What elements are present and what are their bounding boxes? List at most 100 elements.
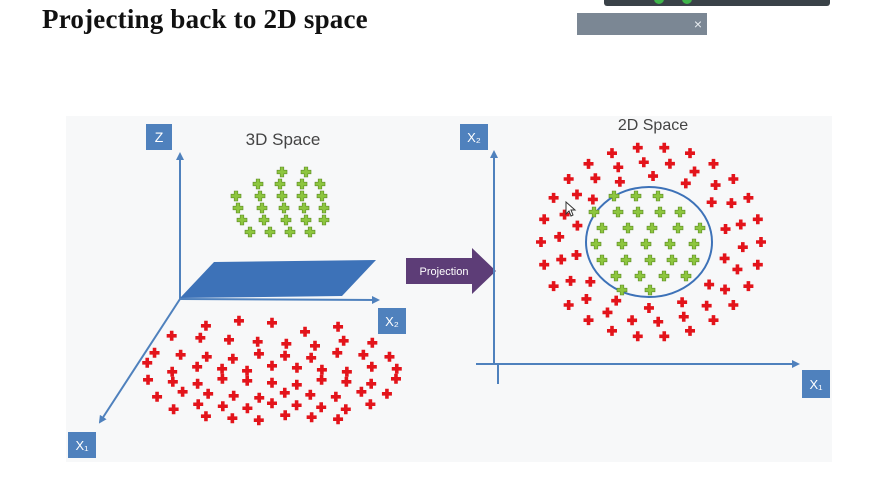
red-marker	[167, 376, 178, 387]
red-marker	[606, 148, 617, 159]
red-marker	[632, 142, 643, 153]
green-marker	[616, 284, 628, 296]
red-marker	[341, 376, 352, 387]
green-marker	[588, 206, 600, 218]
red-marker	[638, 157, 649, 168]
red-marker	[267, 317, 277, 328]
red-marker	[611, 295, 622, 306]
green-marker	[314, 178, 326, 190]
red-marker	[554, 231, 565, 242]
green-marker	[616, 238, 628, 250]
red-marker	[735, 219, 746, 230]
x1-axis-label-3d: X₁	[75, 438, 89, 453]
green-marker	[644, 284, 656, 296]
green-marker	[232, 202, 244, 214]
red-marker	[390, 373, 401, 384]
red-marker	[224, 334, 235, 345]
red-marker	[583, 315, 594, 326]
red-marker	[306, 412, 317, 423]
green-marker	[304, 226, 316, 238]
red-marker	[330, 391, 341, 402]
green-marker	[276, 190, 288, 202]
close-icon[interactable]: ×	[693, 16, 702, 32]
green-marker	[610, 270, 622, 282]
red-marker	[242, 403, 253, 414]
red-marker	[732, 264, 743, 275]
red-marker	[316, 364, 327, 375]
overlay-toolbar	[604, 0, 830, 6]
red-marker	[252, 336, 263, 347]
green-marker	[254, 190, 266, 202]
red-marker	[253, 348, 264, 359]
red-marker	[366, 378, 377, 389]
red-marker	[706, 197, 717, 208]
z-axis-label: Z	[155, 129, 164, 145]
green-marker	[664, 238, 676, 250]
red-marker	[583, 158, 594, 169]
red-marker	[664, 158, 675, 169]
red-marker	[267, 360, 277, 371]
red-marker	[708, 315, 719, 326]
red-cluster-3d	[142, 315, 402, 426]
x1-axis-label-2d: X₁	[809, 377, 823, 392]
green-marker	[298, 202, 310, 214]
x2-axis-label-box-3d	[378, 308, 406, 334]
red-marker	[306, 352, 317, 363]
red-marker	[316, 402, 327, 413]
green-marker	[274, 178, 286, 190]
red-marker	[203, 388, 214, 399]
red-marker	[737, 242, 748, 253]
red-marker	[367, 337, 378, 348]
green-marker	[596, 222, 608, 234]
red-marker	[200, 411, 211, 422]
red-marker	[166, 330, 177, 341]
red-marker	[253, 415, 264, 426]
green-marker	[284, 226, 296, 238]
red-marker	[585, 276, 596, 287]
x1-axis-line-3d	[98, 298, 181, 424]
red-marker	[743, 192, 754, 203]
green-marker	[694, 222, 706, 234]
red-marker	[227, 353, 238, 364]
red-marker	[152, 391, 163, 402]
red-marker	[590, 173, 601, 184]
red-marker	[280, 410, 291, 421]
red-marker	[704, 279, 715, 290]
green-marker	[658, 270, 670, 282]
red-marker	[233, 315, 244, 326]
red-marker	[571, 249, 582, 260]
red-marker	[581, 293, 592, 304]
green-marker	[646, 222, 658, 234]
red-marker	[356, 386, 367, 397]
red-marker	[309, 340, 320, 351]
red-marker	[366, 361, 377, 372]
red-marker	[242, 365, 253, 376]
x1-axis-label-box-3d	[68, 432, 96, 458]
green-marker	[688, 254, 700, 266]
green-marker	[300, 166, 312, 178]
green-points-2d	[588, 190, 706, 296]
red-marker	[701, 300, 712, 311]
z-axis-label-box	[146, 124, 172, 150]
green-marker	[318, 202, 330, 214]
red-marker	[168, 404, 179, 415]
red-marker	[539, 214, 550, 225]
red-marker	[539, 259, 550, 270]
red-marker	[685, 148, 696, 159]
red-marker	[332, 347, 343, 358]
indicator-dot	[682, 0, 692, 4]
red-marker	[291, 362, 302, 373]
red-marker	[280, 350, 291, 361]
red-points-2d	[536, 142, 766, 342]
red-marker	[752, 259, 763, 270]
red-marker	[548, 281, 559, 292]
red-marker	[142, 357, 153, 368]
projection-arrow	[406, 248, 496, 294]
red-marker	[556, 254, 567, 265]
indicator-dot	[654, 0, 664, 4]
green-marker	[264, 226, 276, 238]
red-marker	[571, 189, 582, 200]
red-marker	[614, 176, 625, 187]
green-marker	[612, 206, 624, 218]
green-cluster-3d	[230, 166, 330, 238]
